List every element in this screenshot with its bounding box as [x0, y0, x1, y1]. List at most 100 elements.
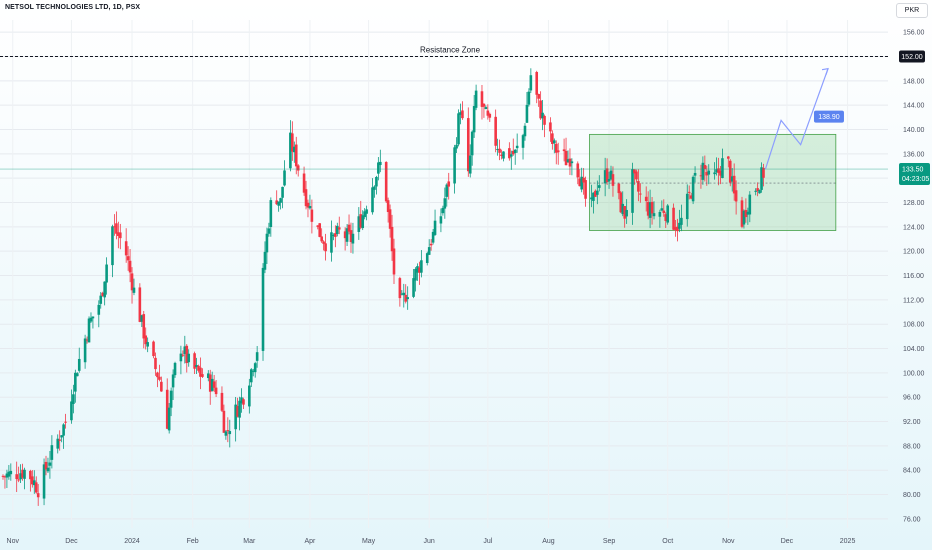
candle-down [334, 233, 337, 237]
candle-down [119, 232, 122, 239]
candle-down [201, 374, 204, 377]
candle-up [453, 147, 456, 184]
candle-up [648, 202, 652, 218]
candle-up [171, 374, 175, 388]
candle-up [742, 210, 746, 225]
candle-up [332, 235, 335, 237]
candle-up [283, 170, 286, 186]
candle-down [488, 113, 492, 118]
candle-down [384, 162, 388, 202]
countdown-label: 04:23:05 [902, 176, 929, 183]
candle-down [31, 476, 34, 485]
candle-up [529, 75, 533, 91]
candle-down [556, 150, 560, 153]
candle-down [429, 243, 433, 246]
candle-up [760, 167, 763, 190]
candle-up [183, 346, 187, 355]
candle-up [253, 363, 257, 373]
price-tick-label: 76.00 [903, 516, 921, 523]
candle-down [158, 376, 161, 380]
price-tick-label: 100.00 [903, 370, 925, 377]
candle-down [762, 167, 765, 178]
candle-up [597, 185, 601, 188]
candle-down [554, 143, 558, 153]
candle-down [347, 224, 351, 232]
time-tick-label: Jul [483, 538, 492, 545]
candle-up [402, 292, 406, 296]
candle-up [596, 190, 599, 195]
price-tick-label: 96.00 [903, 395, 921, 402]
price-tick-label: 140.00 [903, 127, 925, 134]
candle-up [607, 178, 611, 182]
time-tick-label: Sep [603, 538, 616, 545]
candle-down [744, 210, 748, 218]
symbol-title: NETSOL TECHNOLOGIES LTD, 1D, PSX [5, 4, 141, 11]
candle-down [359, 214, 363, 228]
candle-up [62, 424, 65, 436]
candle-down [398, 278, 402, 299]
time-tick-label: Dec [781, 538, 794, 545]
candle-down [635, 171, 638, 180]
candle-up [474, 90, 478, 108]
candles [1, 68, 765, 506]
candle-up [459, 112, 462, 115]
candle-up [50, 445, 54, 460]
candle-down [296, 165, 300, 171]
candle-down [316, 225, 320, 227]
candle-down [222, 410, 226, 433]
candle-up [373, 186, 376, 190]
candle-up [379, 161, 382, 166]
candle-up [179, 353, 183, 362]
candle-up [292, 146, 296, 153]
time-tick-label: Nov [722, 538, 735, 545]
candle-down [64, 421, 67, 423]
candle-down [220, 392, 224, 411]
candle-up [414, 268, 417, 281]
candle-down [650, 201, 654, 214]
candle-up [9, 470, 13, 475]
candle-down [115, 223, 118, 234]
candle-down [699, 175, 703, 177]
candle-down [703, 165, 707, 170]
candle-down [15, 474, 18, 480]
candle-down [633, 169, 636, 174]
candle-up [427, 247, 431, 255]
candle-up [502, 151, 505, 159]
candle-down [674, 227, 677, 230]
candle-up [70, 401, 73, 421]
candle-down [34, 482, 38, 493]
candle-down [568, 158, 572, 167]
price-tick-label: 80.00 [903, 492, 921, 499]
candle-up [255, 352, 259, 361]
candle-up [484, 107, 488, 110]
price-tick-label: 124.00 [903, 224, 925, 231]
candle-down [1, 475, 5, 477]
price-tick-label: 136.00 [903, 151, 925, 158]
candle-down [154, 357, 157, 370]
candle-down [551, 133, 554, 144]
candle-up [570, 161, 574, 164]
candle-down [756, 188, 759, 192]
candle-down [214, 387, 218, 395]
candle-down [664, 214, 668, 221]
time-tick-label: 2024 [124, 538, 140, 545]
candle-up [631, 169, 634, 213]
candle-down [461, 110, 464, 119]
candle-up [523, 125, 527, 137]
candle-down [662, 210, 666, 214]
candle-up [167, 407, 171, 431]
candle-up [748, 194, 752, 215]
candle-down [113, 226, 116, 228]
candle-down [36, 493, 40, 498]
candle-up [468, 155, 472, 174]
candle-down [181, 354, 185, 356]
time-tick-label: Dec [65, 538, 78, 545]
candle-down [144, 335, 148, 345]
candle-up [721, 158, 724, 179]
currency-badge[interactable]: PKR [896, 3, 928, 18]
candle-down [152, 341, 155, 357]
candle-up [345, 228, 349, 242]
candle-down [494, 116, 497, 146]
candle-down [142, 314, 146, 339]
